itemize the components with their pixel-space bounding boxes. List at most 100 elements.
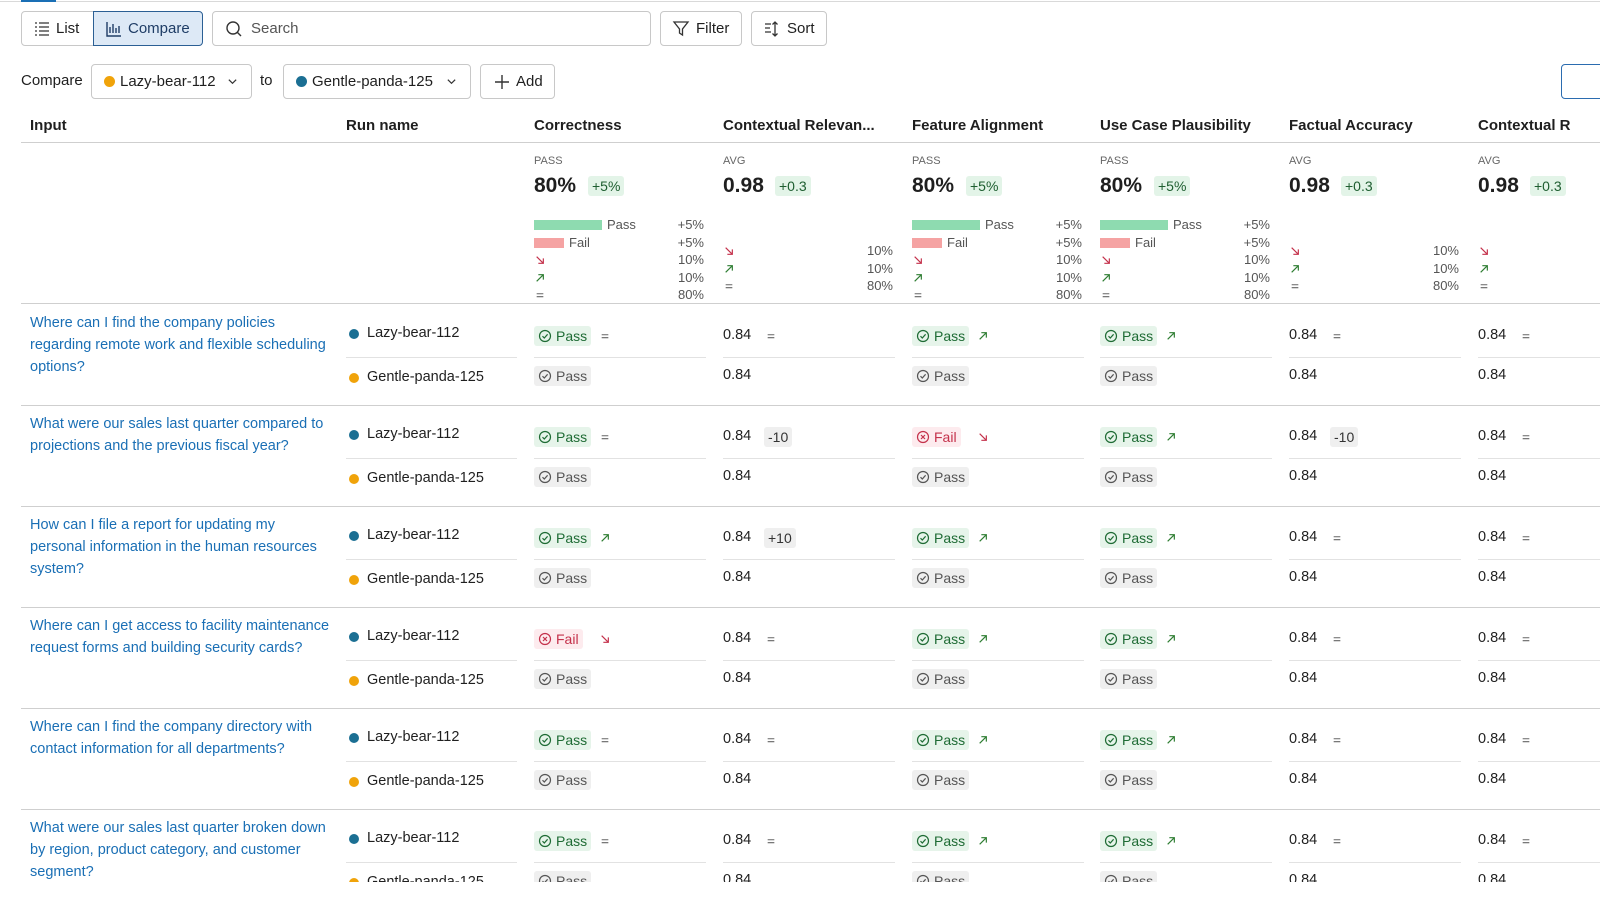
chevron-icon: [228, 79, 237, 85]
view-tab[interactable]: List: [21, 11, 94, 46]
equal-icon: [1333, 637, 1341, 642]
check-icon: [538, 430, 552, 444]
check-icon: [916, 874, 930, 882]
check-glyph: [538, 773, 552, 787]
search-box[interactable]: Search: [212, 11, 651, 46]
equal-icon: [601, 435, 609, 440]
row-input[interactable]: Where can I get access to facility maint…: [30, 618, 330, 656]
score: 0.84: [1289, 872, 1318, 882]
status-text: Pass: [934, 833, 966, 849]
run-select[interactable]: Gentle-panda-125: [283, 64, 471, 99]
summary-kind: AVG: [1478, 155, 1501, 167]
down-icon: [1102, 256, 1110, 264]
up-glyph: [979, 534, 987, 542]
status-text: Pass: [934, 772, 966, 788]
check-glyph: [916, 369, 930, 383]
status-badge: Pass: [1100, 770, 1158, 790]
row-input[interactable]: Where can I find the company directory w…: [30, 719, 313, 757]
breakdown-value: 80%: [1055, 287, 1082, 302]
check-icon: [538, 773, 552, 787]
divider: [723, 458, 895, 459]
up-icon: [536, 273, 544, 282]
cross-glyph: [538, 632, 552, 646]
check-icon: [1104, 874, 1118, 882]
status-badge: Fail: [912, 427, 961, 447]
score: 0.84: [1478, 872, 1507, 882]
check-glyph: [916, 329, 930, 343]
filter-icon: [672, 21, 690, 37]
check-glyph: [920, 575, 927, 581]
status-badge: Pass: [534, 528, 592, 548]
sort-button[interactable]: Sort: [751, 11, 827, 46]
status-text: Pass: [556, 429, 588, 445]
edge-button[interactable]: [1561, 64, 1600, 99]
breakdown-label: Pass: [607, 217, 636, 232]
check-glyph: [538, 834, 552, 848]
down-icon: [601, 635, 609, 643]
status-text: Pass: [1122, 631, 1154, 647]
divider: [912, 357, 1084, 358]
summary-delta: +0.3: [775, 176, 811, 196]
row-border: [21, 708, 1600, 709]
check-icon: [916, 531, 930, 545]
check-glyph: [542, 777, 549, 783]
status-text: Pass: [934, 469, 966, 485]
summary-value: 80%: [534, 174, 577, 197]
check-glyph: [916, 773, 930, 787]
divider: [1100, 559, 1272, 560]
equal-icon: [1522, 536, 1530, 541]
row-border: [21, 809, 1600, 810]
status-text: Pass: [556, 368, 588, 384]
search-icon: [226, 21, 242, 37]
equal-icon: [601, 334, 609, 339]
run-name: Lazy-bear-112: [367, 527, 460, 543]
plus-glyph: [495, 75, 509, 89]
check-icon: [538, 874, 552, 882]
check-glyph: [542, 575, 549, 581]
filter-button[interactable]: Filter: [660, 11, 742, 46]
status-text: Pass: [1122, 368, 1154, 384]
run-dot: [349, 430, 359, 440]
check-glyph: [542, 373, 549, 379]
status-text: Fail: [934, 429, 957, 445]
score: 0.84: [1478, 771, 1507, 787]
status-badge: Pass: [912, 669, 970, 689]
add-button[interactable]: Add: [480, 64, 555, 99]
status-text: Pass: [556, 772, 588, 788]
row-input[interactable]: What were our sales last quarter compare…: [30, 416, 324, 454]
view-tab[interactable]: Compare: [93, 11, 203, 46]
equal-glyph: [767, 334, 775, 339]
equal-glyph: [601, 334, 609, 339]
check-glyph: [1104, 773, 1118, 787]
equal-glyph: [1102, 293, 1110, 298]
summary-border: [21, 303, 1600, 304]
down-icon: [979, 433, 987, 441]
check-icon: [1104, 632, 1118, 646]
status-badge: Pass: [1100, 730, 1158, 750]
equal-glyph: [1522, 536, 1530, 541]
run-select[interactable]: Lazy-bear-112: [91, 64, 252, 99]
row-input[interactable]: How can I file a report for updating my …: [30, 517, 317, 577]
up-icon: [1480, 264, 1488, 273]
status-badge: Pass: [912, 366, 970, 386]
up-glyph: [536, 273, 544, 282]
status-text: Pass: [556, 833, 588, 849]
plus-icon: [495, 75, 509, 89]
up-glyph: [601, 534, 609, 542]
cross-glyph: [916, 430, 930, 444]
summary-value: 0.98: [723, 174, 764, 197]
check-icon: [538, 329, 552, 343]
check-icon: [1104, 531, 1118, 545]
equal-glyph: [1522, 839, 1530, 844]
run-select-label: Gentle-panda-125: [312, 73, 433, 90]
score: 0.84: [1289, 731, 1318, 747]
delta-badge: -10: [1330, 427, 1359, 447]
up-glyph: [1167, 433, 1175, 441]
row-input[interactable]: What were our sales last quarter broken …: [30, 820, 326, 880]
row-input[interactable]: Where can I find the company policies re…: [30, 315, 326, 375]
check-glyph: [1104, 571, 1118, 585]
status-badge: Pass: [534, 427, 592, 447]
equal-icon: [1102, 293, 1110, 298]
check-glyph: [538, 430, 552, 444]
score: 0.84: [1478, 529, 1507, 545]
